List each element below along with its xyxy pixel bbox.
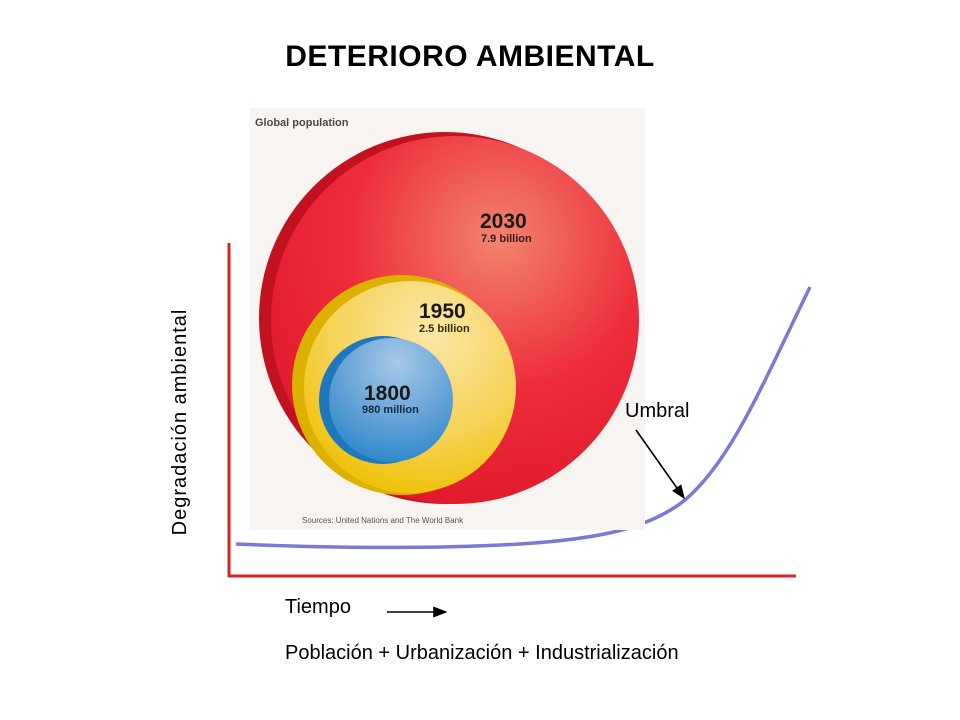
slide-title: DETERIORO AMBIENTAL (285, 40, 655, 73)
circle-2030-year: 2030 (480, 210, 527, 233)
x-factors-label: Población + Urbanización + Industrializa… (285, 642, 679, 664)
threshold-label: Umbral (625, 400, 690, 422)
circle-1950-year: 1950 (419, 300, 466, 323)
axes (227, 243, 796, 578)
circle-1800 (329, 338, 453, 462)
population-figure: Global population 2030 7.9 billion 1950 … (250, 108, 645, 530)
figure-source: Sources: United Nations and The World Ba… (302, 516, 464, 525)
figure-title: Global population (255, 117, 349, 129)
degradation-curve (235, 286, 812, 550)
x-axis-label: Tiempo (285, 596, 351, 618)
circle-2030-value: 7.9 billion (481, 233, 532, 245)
circle-1800-value: 980 million (362, 404, 419, 416)
pointer-arrow-icon (635, 429, 685, 500)
circle-1800-year: 1800 (364, 382, 411, 405)
y-axis-label: Degradación ambiental (169, 308, 191, 536)
circle-1950-value: 2.5 billion (419, 323, 470, 335)
